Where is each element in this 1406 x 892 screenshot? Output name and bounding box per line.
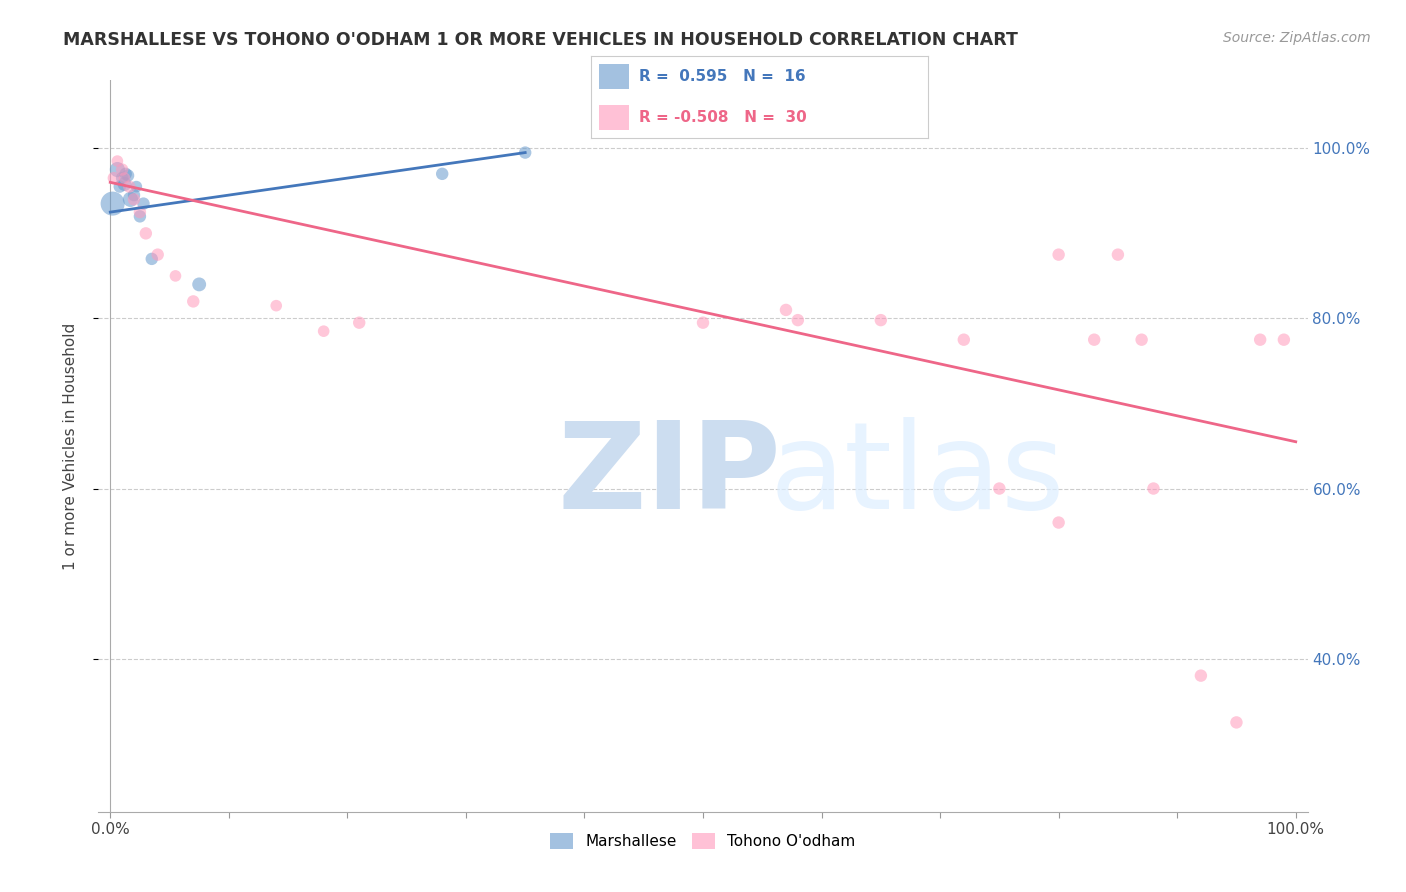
Point: [988, 482, 1011, 496]
Text: ZIP: ZIP: [558, 417, 782, 533]
Point: [1225, 715, 1247, 730]
Y-axis label: 1 or more Vehicles in Household: 1 or more Vehicles in Household: [63, 322, 77, 570]
Point: [125, 179, 148, 194]
Point: [1083, 333, 1105, 347]
Point: [312, 324, 335, 338]
Point: [264, 299, 287, 313]
Point: [108, 179, 131, 194]
Point: [188, 277, 211, 292]
Legend: Marshallese, Tohono O'odham: Marshallese, Tohono O'odham: [544, 827, 862, 855]
Point: [101, 196, 124, 211]
Point: [141, 252, 163, 266]
Point: [111, 171, 134, 186]
Point: [105, 162, 128, 177]
Text: Source: ZipAtlas.com: Source: ZipAtlas.com: [1223, 31, 1371, 45]
Point: [111, 162, 134, 177]
Point: [775, 302, 797, 317]
Point: [1249, 333, 1271, 347]
Point: [1047, 247, 1070, 261]
Point: [146, 247, 169, 261]
Point: [120, 192, 142, 206]
Point: [103, 171, 125, 186]
Point: [165, 268, 187, 283]
Point: [114, 171, 136, 186]
Point: [1189, 668, 1212, 682]
Point: [132, 196, 155, 211]
Text: R = -0.508   N =  30: R = -0.508 N = 30: [640, 111, 807, 125]
Text: atlas: atlas: [769, 417, 1066, 533]
Point: [692, 316, 714, 330]
Point: [129, 210, 152, 224]
Point: [181, 294, 204, 309]
Point: [129, 205, 152, 219]
Text: MARSHALLESE VS TOHONO O'ODHAM 1 OR MORE VEHICLES IN HOUSEHOLD CORRELATION CHART: MARSHALLESE VS TOHONO O'ODHAM 1 OR MORE …: [63, 31, 1018, 49]
Point: [786, 313, 808, 327]
Point: [1047, 516, 1070, 530]
Point: [952, 333, 974, 347]
Text: R =  0.595   N =  16: R = 0.595 N = 16: [640, 70, 806, 84]
Point: [105, 154, 128, 169]
Point: [135, 227, 157, 241]
Point: [1107, 247, 1129, 261]
Point: [117, 169, 139, 183]
Point: [114, 167, 136, 181]
Point: [869, 313, 891, 327]
Point: [122, 192, 145, 206]
Point: [432, 167, 454, 181]
Bar: [599, 64, 630, 89]
Point: [347, 316, 370, 330]
Bar: [599, 105, 630, 130]
Point: [122, 188, 145, 202]
Point: [114, 177, 136, 191]
Point: [1272, 333, 1295, 347]
Point: [1142, 482, 1164, 496]
Point: [1130, 333, 1153, 347]
Point: [118, 179, 141, 194]
Point: [515, 145, 537, 160]
